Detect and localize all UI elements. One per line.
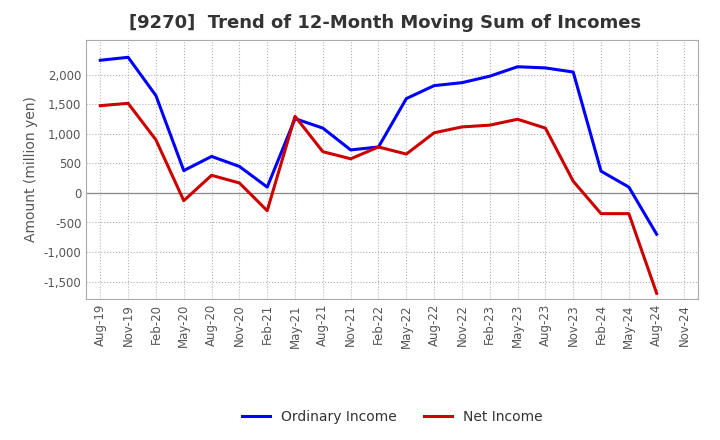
- Ordinary Income: [597, 169, 606, 174]
- Net Income: [402, 151, 410, 157]
- Ordinary Income: [541, 65, 550, 70]
- Ordinary Income: [569, 70, 577, 75]
- Ordinary Income: [430, 83, 438, 88]
- Ordinary Income: [402, 96, 410, 101]
- Ordinary Income: [207, 154, 216, 159]
- Ordinary Income: [124, 55, 132, 60]
- Net Income: [152, 137, 161, 143]
- Net Income: [485, 122, 494, 128]
- Net Income: [374, 144, 383, 150]
- Net Income: [207, 172, 216, 178]
- Ordinary Income: [263, 184, 271, 190]
- Ordinary Income: [652, 231, 661, 237]
- Net Income: [346, 156, 355, 161]
- Ordinary Income: [291, 116, 300, 121]
- Y-axis label: Amount (million yen): Amount (million yen): [24, 96, 38, 242]
- Line: Ordinary Income: Ordinary Income: [100, 57, 657, 234]
- Ordinary Income: [152, 93, 161, 98]
- Net Income: [96, 103, 104, 108]
- Ordinary Income: [513, 64, 522, 70]
- Ordinary Income: [346, 147, 355, 153]
- Net Income: [458, 124, 467, 129]
- Net Income: [235, 180, 243, 186]
- Net Income: [624, 211, 633, 216]
- Net Income: [652, 291, 661, 296]
- Line: Net Income: Net Income: [100, 103, 657, 293]
- Net Income: [541, 125, 550, 131]
- Net Income: [263, 208, 271, 213]
- Ordinary Income: [235, 164, 243, 169]
- Net Income: [318, 149, 327, 154]
- Net Income: [179, 198, 188, 203]
- Ordinary Income: [624, 184, 633, 190]
- Ordinary Income: [458, 80, 467, 85]
- Ordinary Income: [179, 168, 188, 173]
- Net Income: [291, 114, 300, 119]
- Net Income: [124, 101, 132, 106]
- Net Income: [597, 211, 606, 216]
- Ordinary Income: [374, 144, 383, 150]
- Ordinary Income: [318, 125, 327, 131]
- Text: [9270]  Trend of 12-Month Moving Sum of Incomes: [9270] Trend of 12-Month Moving Sum of I…: [130, 15, 642, 33]
- Net Income: [430, 130, 438, 136]
- Legend: Ordinary Income, Net Income: Ordinary Income, Net Income: [236, 405, 549, 430]
- Net Income: [513, 117, 522, 122]
- Net Income: [569, 179, 577, 184]
- Ordinary Income: [96, 58, 104, 63]
- Ordinary Income: [485, 73, 494, 79]
